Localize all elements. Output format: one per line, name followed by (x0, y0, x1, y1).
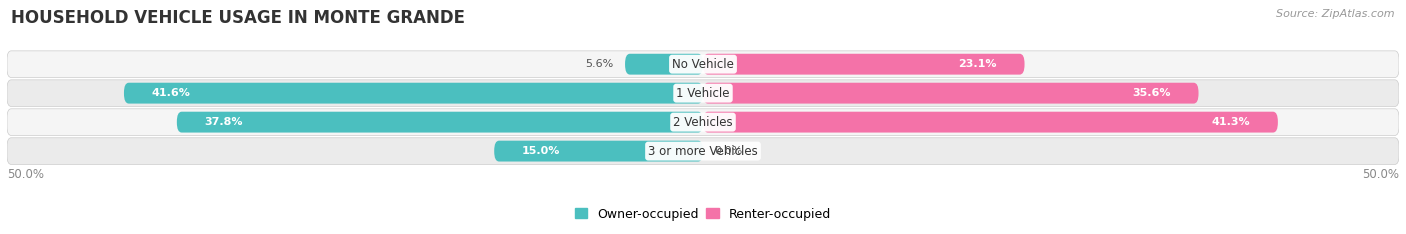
Text: 37.8%: 37.8% (205, 117, 243, 127)
FancyBboxPatch shape (703, 54, 1025, 75)
Text: No Vehicle: No Vehicle (672, 58, 734, 71)
Text: 50.0%: 50.0% (1362, 168, 1399, 181)
FancyBboxPatch shape (124, 83, 703, 104)
FancyBboxPatch shape (703, 112, 1278, 132)
FancyBboxPatch shape (7, 109, 1399, 135)
FancyBboxPatch shape (495, 141, 703, 161)
FancyBboxPatch shape (703, 83, 1198, 104)
Text: 0.0%: 0.0% (714, 146, 742, 156)
FancyBboxPatch shape (177, 112, 703, 132)
FancyBboxPatch shape (7, 138, 1399, 165)
Text: 23.1%: 23.1% (959, 59, 997, 69)
Text: 1 Vehicle: 1 Vehicle (676, 87, 730, 100)
Text: 41.3%: 41.3% (1212, 117, 1250, 127)
Text: HOUSEHOLD VEHICLE USAGE IN MONTE GRANDE: HOUSEHOLD VEHICLE USAGE IN MONTE GRANDE (11, 9, 465, 27)
FancyBboxPatch shape (7, 51, 1399, 77)
Text: 3 or more Vehicles: 3 or more Vehicles (648, 145, 758, 157)
Legend: Owner-occupied, Renter-occupied: Owner-occupied, Renter-occupied (569, 202, 837, 226)
Text: 50.0%: 50.0% (7, 168, 44, 181)
Text: 5.6%: 5.6% (586, 59, 614, 69)
FancyBboxPatch shape (7, 80, 1399, 106)
FancyBboxPatch shape (626, 54, 703, 75)
Text: 41.6%: 41.6% (152, 88, 191, 98)
Text: 2 Vehicles: 2 Vehicles (673, 116, 733, 129)
Text: Source: ZipAtlas.com: Source: ZipAtlas.com (1277, 9, 1395, 19)
Text: 35.6%: 35.6% (1132, 88, 1171, 98)
Text: 15.0%: 15.0% (522, 146, 561, 156)
